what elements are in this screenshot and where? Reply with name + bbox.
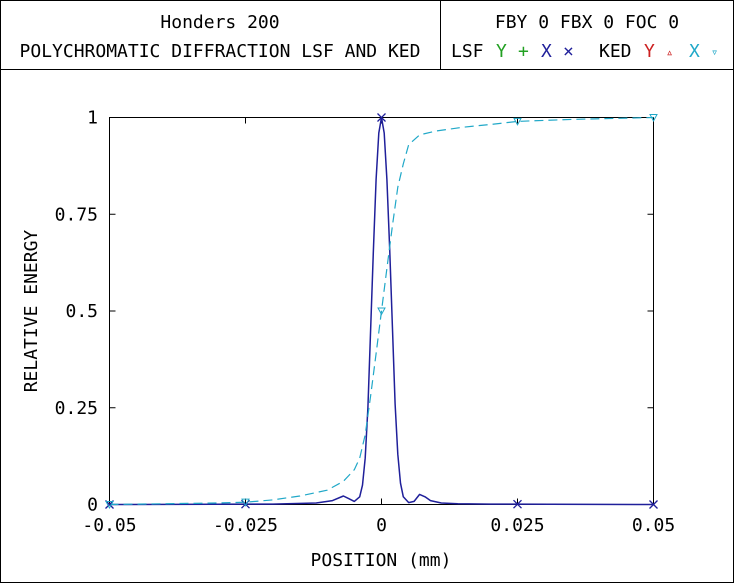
marker-lsf-x (377, 113, 386, 122)
series-line-lsf-x (109, 116, 654, 506)
legend-ked-y-label: Y (644, 41, 655, 62)
x-axis-label: POSITION (mm) (311, 550, 452, 571)
marker-ked-x (105, 501, 114, 510)
title-line-2: POLYCHROMATIC DIFFRACTION LSF AND KED (20, 41, 421, 62)
y-tick-label: 0.75 (55, 204, 98, 225)
series-line-ked-x (109, 116, 654, 506)
x-tick-label: 0.05 (632, 515, 675, 536)
marker-lsf-x (513, 499, 522, 509)
series-layer (109, 116, 654, 506)
x-tick-label: 0 (376, 515, 387, 536)
y-axis-label: RELATIVE ENERGY (21, 230, 42, 393)
legend-lsf-y-label: Y (496, 41, 507, 62)
x-tick-label: -0.025 (213, 515, 278, 536)
legend-ked-label: KED (599, 41, 632, 62)
marker-ked-x (513, 117, 522, 126)
y-tick-label: 0.25 (55, 398, 98, 419)
legend-ked-x-marker: ▿ (711, 45, 718, 59)
legend-lsf-y-marker: + (518, 41, 529, 62)
marker-layer (105, 113, 658, 510)
y-tick-label: 0 (87, 495, 98, 516)
legend: LSF Y + X × KED Y ▵ X ▿ (451, 41, 718, 62)
marker-ked-x (241, 498, 250, 507)
y-tick-label: 1 (87, 108, 98, 129)
field-params: FBY 0 FBX 0 FOC 0 (495, 12, 679, 33)
marker-lsf-x (649, 500, 658, 509)
legend-lsf-x-label: X (541, 41, 552, 62)
x-tick-label: 0.025 (490, 515, 544, 536)
marker-ked-x (649, 114, 658, 123)
legend-ked-y-marker: ▵ (666, 45, 673, 59)
x-tick-labels: -0.05 -0.025 0 0.025 0.05 (82, 515, 675, 536)
legend-lsf-label: LSF (451, 41, 484, 62)
x-tick-label: -0.05 (82, 515, 136, 536)
legend-lsf-x-marker: × (563, 41, 574, 62)
y-tick-labels: 0 0.25 0.5 0.75 1 (55, 108, 98, 516)
y-tick-label: 0.5 (65, 301, 98, 322)
marker-ked-x (377, 307, 386, 316)
title-line-1: Honders 200 (160, 12, 279, 33)
legend-ked-x-label: X (689, 41, 700, 62)
